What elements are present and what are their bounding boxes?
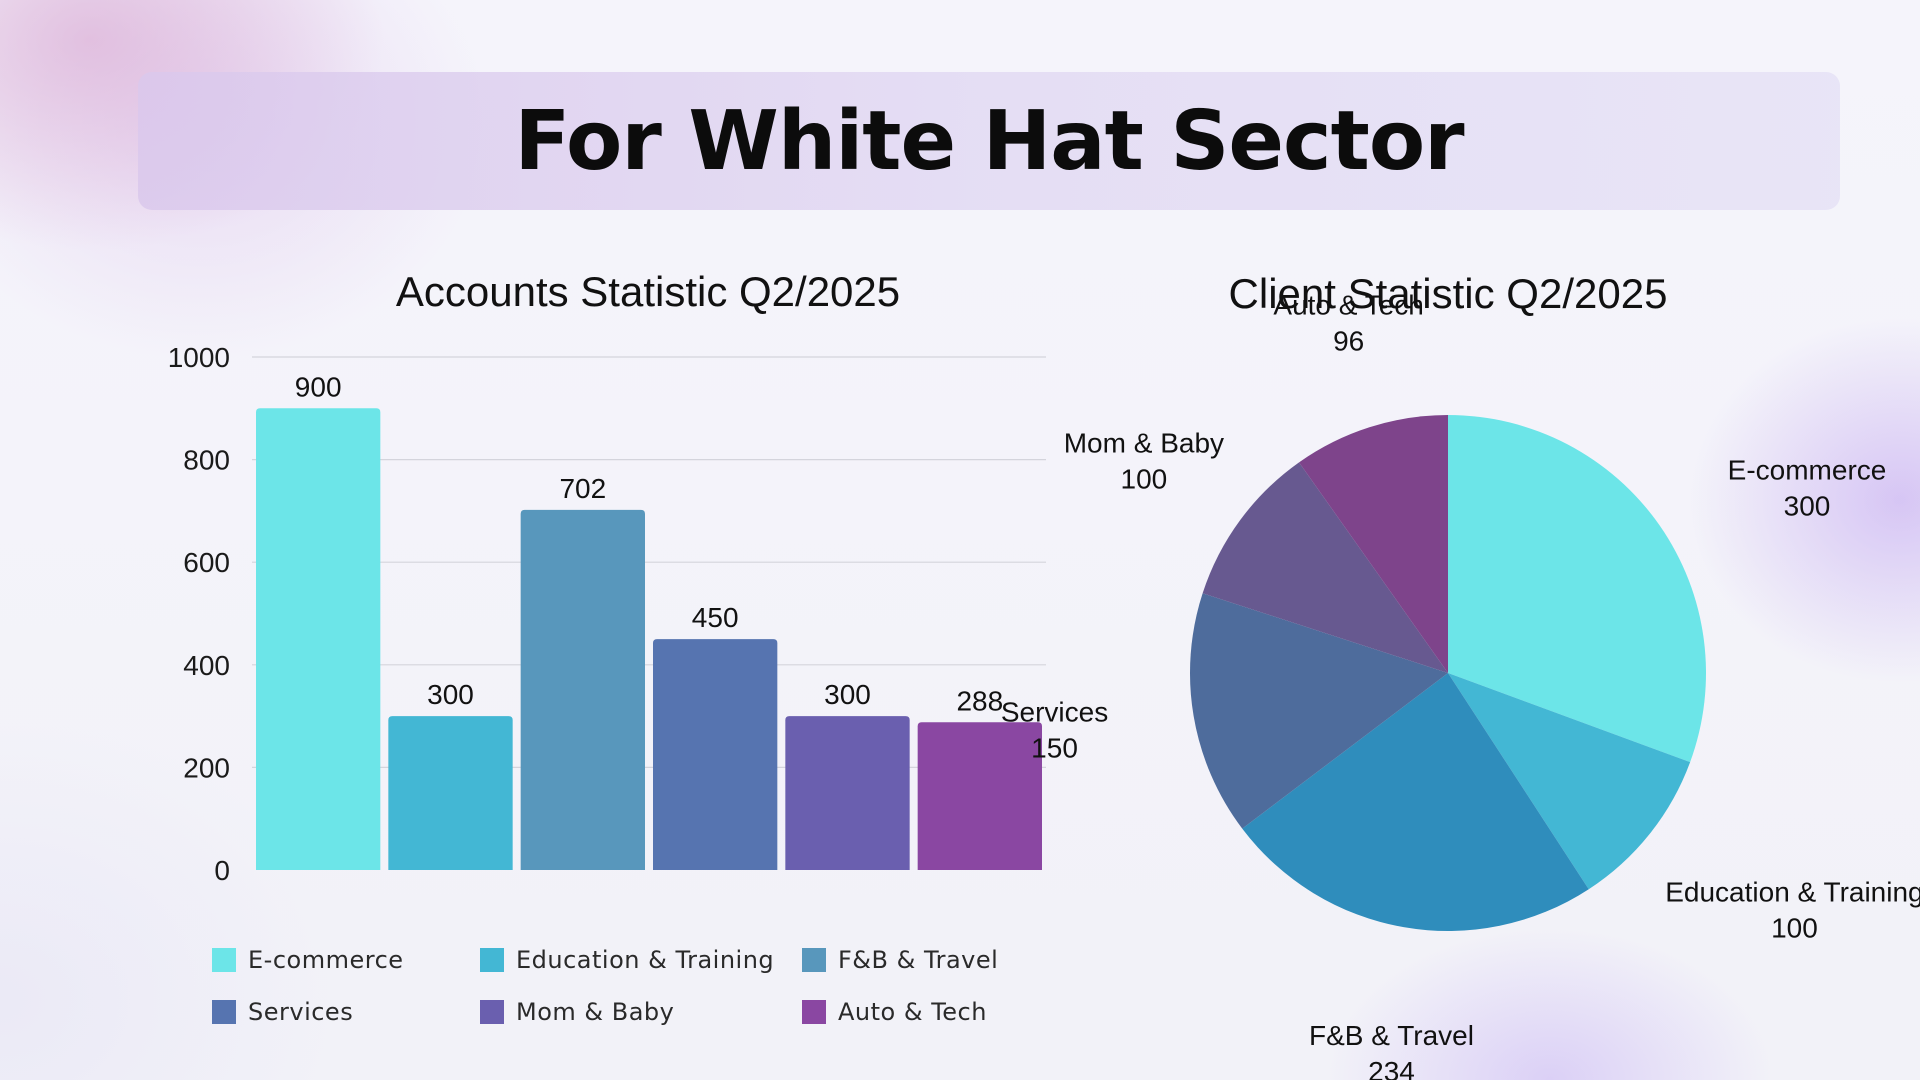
bar: [520, 509, 645, 870]
legend-item: F&B & Travel: [802, 946, 998, 974]
pie-slice-label: Education & Training: [1665, 877, 1920, 908]
legend-item: Education & Training: [480, 946, 774, 974]
legend-label: Education & Training: [516, 946, 775, 974]
legend-label: F&B & Travel: [838, 946, 999, 974]
legend-label: Auto & Tech: [838, 998, 987, 1026]
pie-slice: [1448, 415, 1706, 763]
bar: [388, 716, 513, 870]
pie-slice-value: 96: [1333, 325, 1364, 356]
legend-item: Auto & Tech: [802, 998, 987, 1026]
pie-slice: [1202, 462, 1448, 673]
pie-slice: [1299, 415, 1448, 673]
legend-swatch: [480, 948, 504, 972]
legend-item: Mom & Baby: [480, 998, 674, 1026]
legend-swatch: [212, 1000, 236, 1024]
pie-slice-label: F&B & Travel: [1309, 1020, 1474, 1051]
y-tick-label: 0: [214, 855, 230, 886]
bar: [653, 639, 778, 870]
bar: [785, 716, 910, 870]
y-tick-label: 200: [183, 752, 230, 783]
pie-slice-value: 100: [1121, 464, 1168, 495]
legend-label: Mom & Baby: [516, 998, 675, 1026]
legend-label: E-commerce: [248, 946, 404, 974]
pie-slice-value: 100: [1771, 913, 1818, 944]
y-tick-label: 400: [183, 650, 230, 681]
pie-slice-label: E-commerce: [1728, 454, 1887, 485]
legend-swatch: [212, 948, 236, 972]
pie-slice-label: Auto & Tech: [1273, 289, 1423, 320]
y-tick-label: 800: [183, 445, 230, 476]
page-title: For White Hat Sector: [514, 93, 1464, 189]
legend-swatch: [802, 1000, 826, 1024]
pie-slice-value: 234: [1368, 1056, 1415, 1080]
legend-item: Services: [212, 998, 353, 1026]
bar: [917, 722, 1042, 870]
legend-label: Services: [248, 998, 354, 1026]
bar-data-label: 288: [956, 685, 1003, 716]
legend-swatch: [802, 948, 826, 972]
bar-chart-legend: E-commerce Education & Training F&B & Trav…: [212, 946, 1032, 1056]
bar-data-label: 300: [427, 679, 474, 710]
pie-slice-value: 300: [1784, 490, 1831, 521]
bar-chart-title: Accounts Statistic Q2/2025: [396, 268, 900, 315]
bar-data-label: 300: [824, 679, 871, 710]
title-banner: For White Hat Sector: [138, 72, 1840, 210]
y-tick-label: 1000: [168, 342, 230, 373]
bar-data-label: 702: [559, 473, 606, 504]
pie-slice-label: Mom & Baby: [1064, 428, 1224, 459]
pie-chart-title: Client Statistic Q2/2025: [1229, 270, 1668, 317]
y-tick-label: 600: [183, 547, 230, 578]
pie-slice: [1448, 673, 1691, 890]
pie-slice-value: 150: [1031, 732, 1078, 763]
bar-chart: Accounts Statistic Q2/2025 0 200 400 600 800 1…: [168, 268, 1046, 886]
pie-slice-label: Services: [1001, 696, 1108, 727]
bar: [256, 408, 381, 870]
legend-item: E-commerce: [212, 946, 404, 974]
pie-slice: [1242, 673, 1589, 931]
legend-swatch: [480, 1000, 504, 1024]
pie-slice: [1190, 593, 1448, 829]
bar-data-label: 900: [295, 371, 342, 402]
bar-data-label: 450: [692, 602, 739, 633]
pie-chart: Client Statistic Q2/2025 E-commerce 300 Edu…: [1001, 270, 1920, 1080]
